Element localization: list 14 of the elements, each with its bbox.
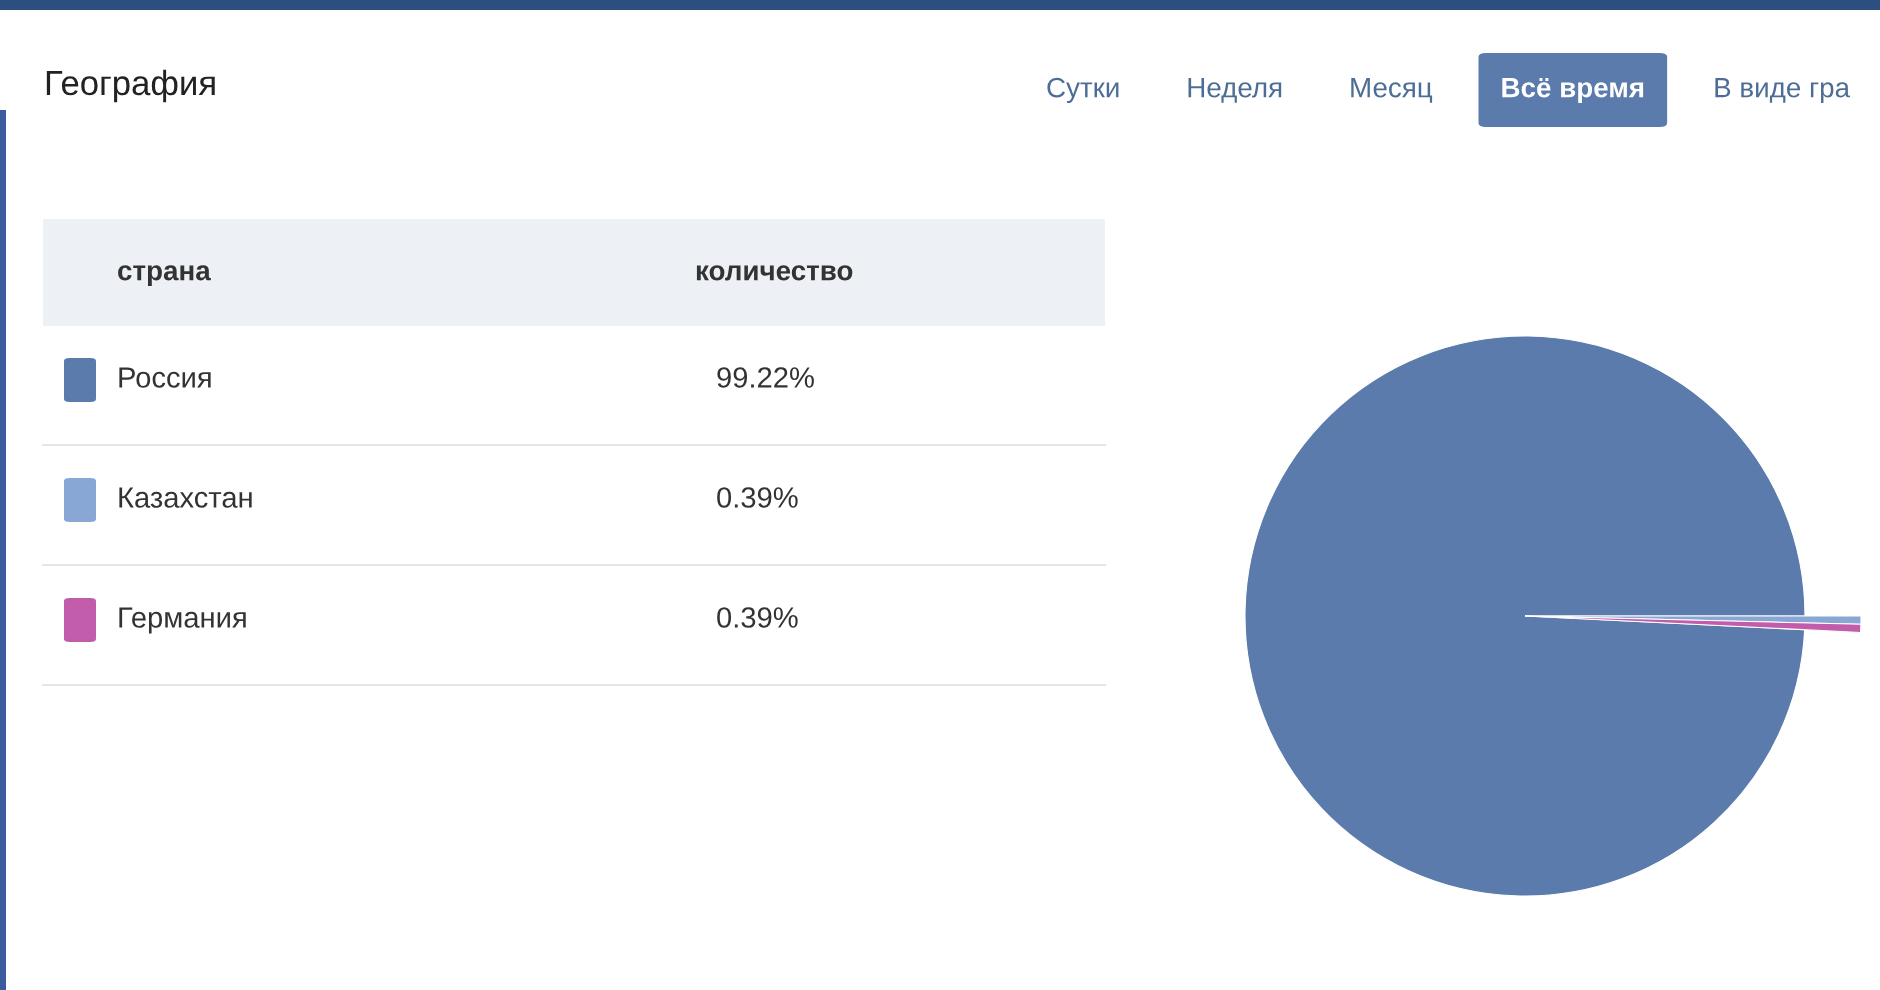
text: В виде гра [1715,78,1851,103]
text: Сутки [1047,77,1119,103]
legend-label: Россия [119,367,211,388]
chart-title: География [46,69,215,103]
text: количество [696,265,853,281]
data-label: 0.39% [717,607,798,628]
legend-title: страна [118,265,211,286]
legend-label: Германия [119,607,246,634]
text: Неделя [1188,78,1282,103]
text: Месяц [1351,78,1433,103]
text: Всё время [1502,77,1644,103]
data-label: 99.22% [717,367,814,388]
legend-label: Казахстан [119,487,252,508]
data-label: 0.39% [717,487,798,508]
